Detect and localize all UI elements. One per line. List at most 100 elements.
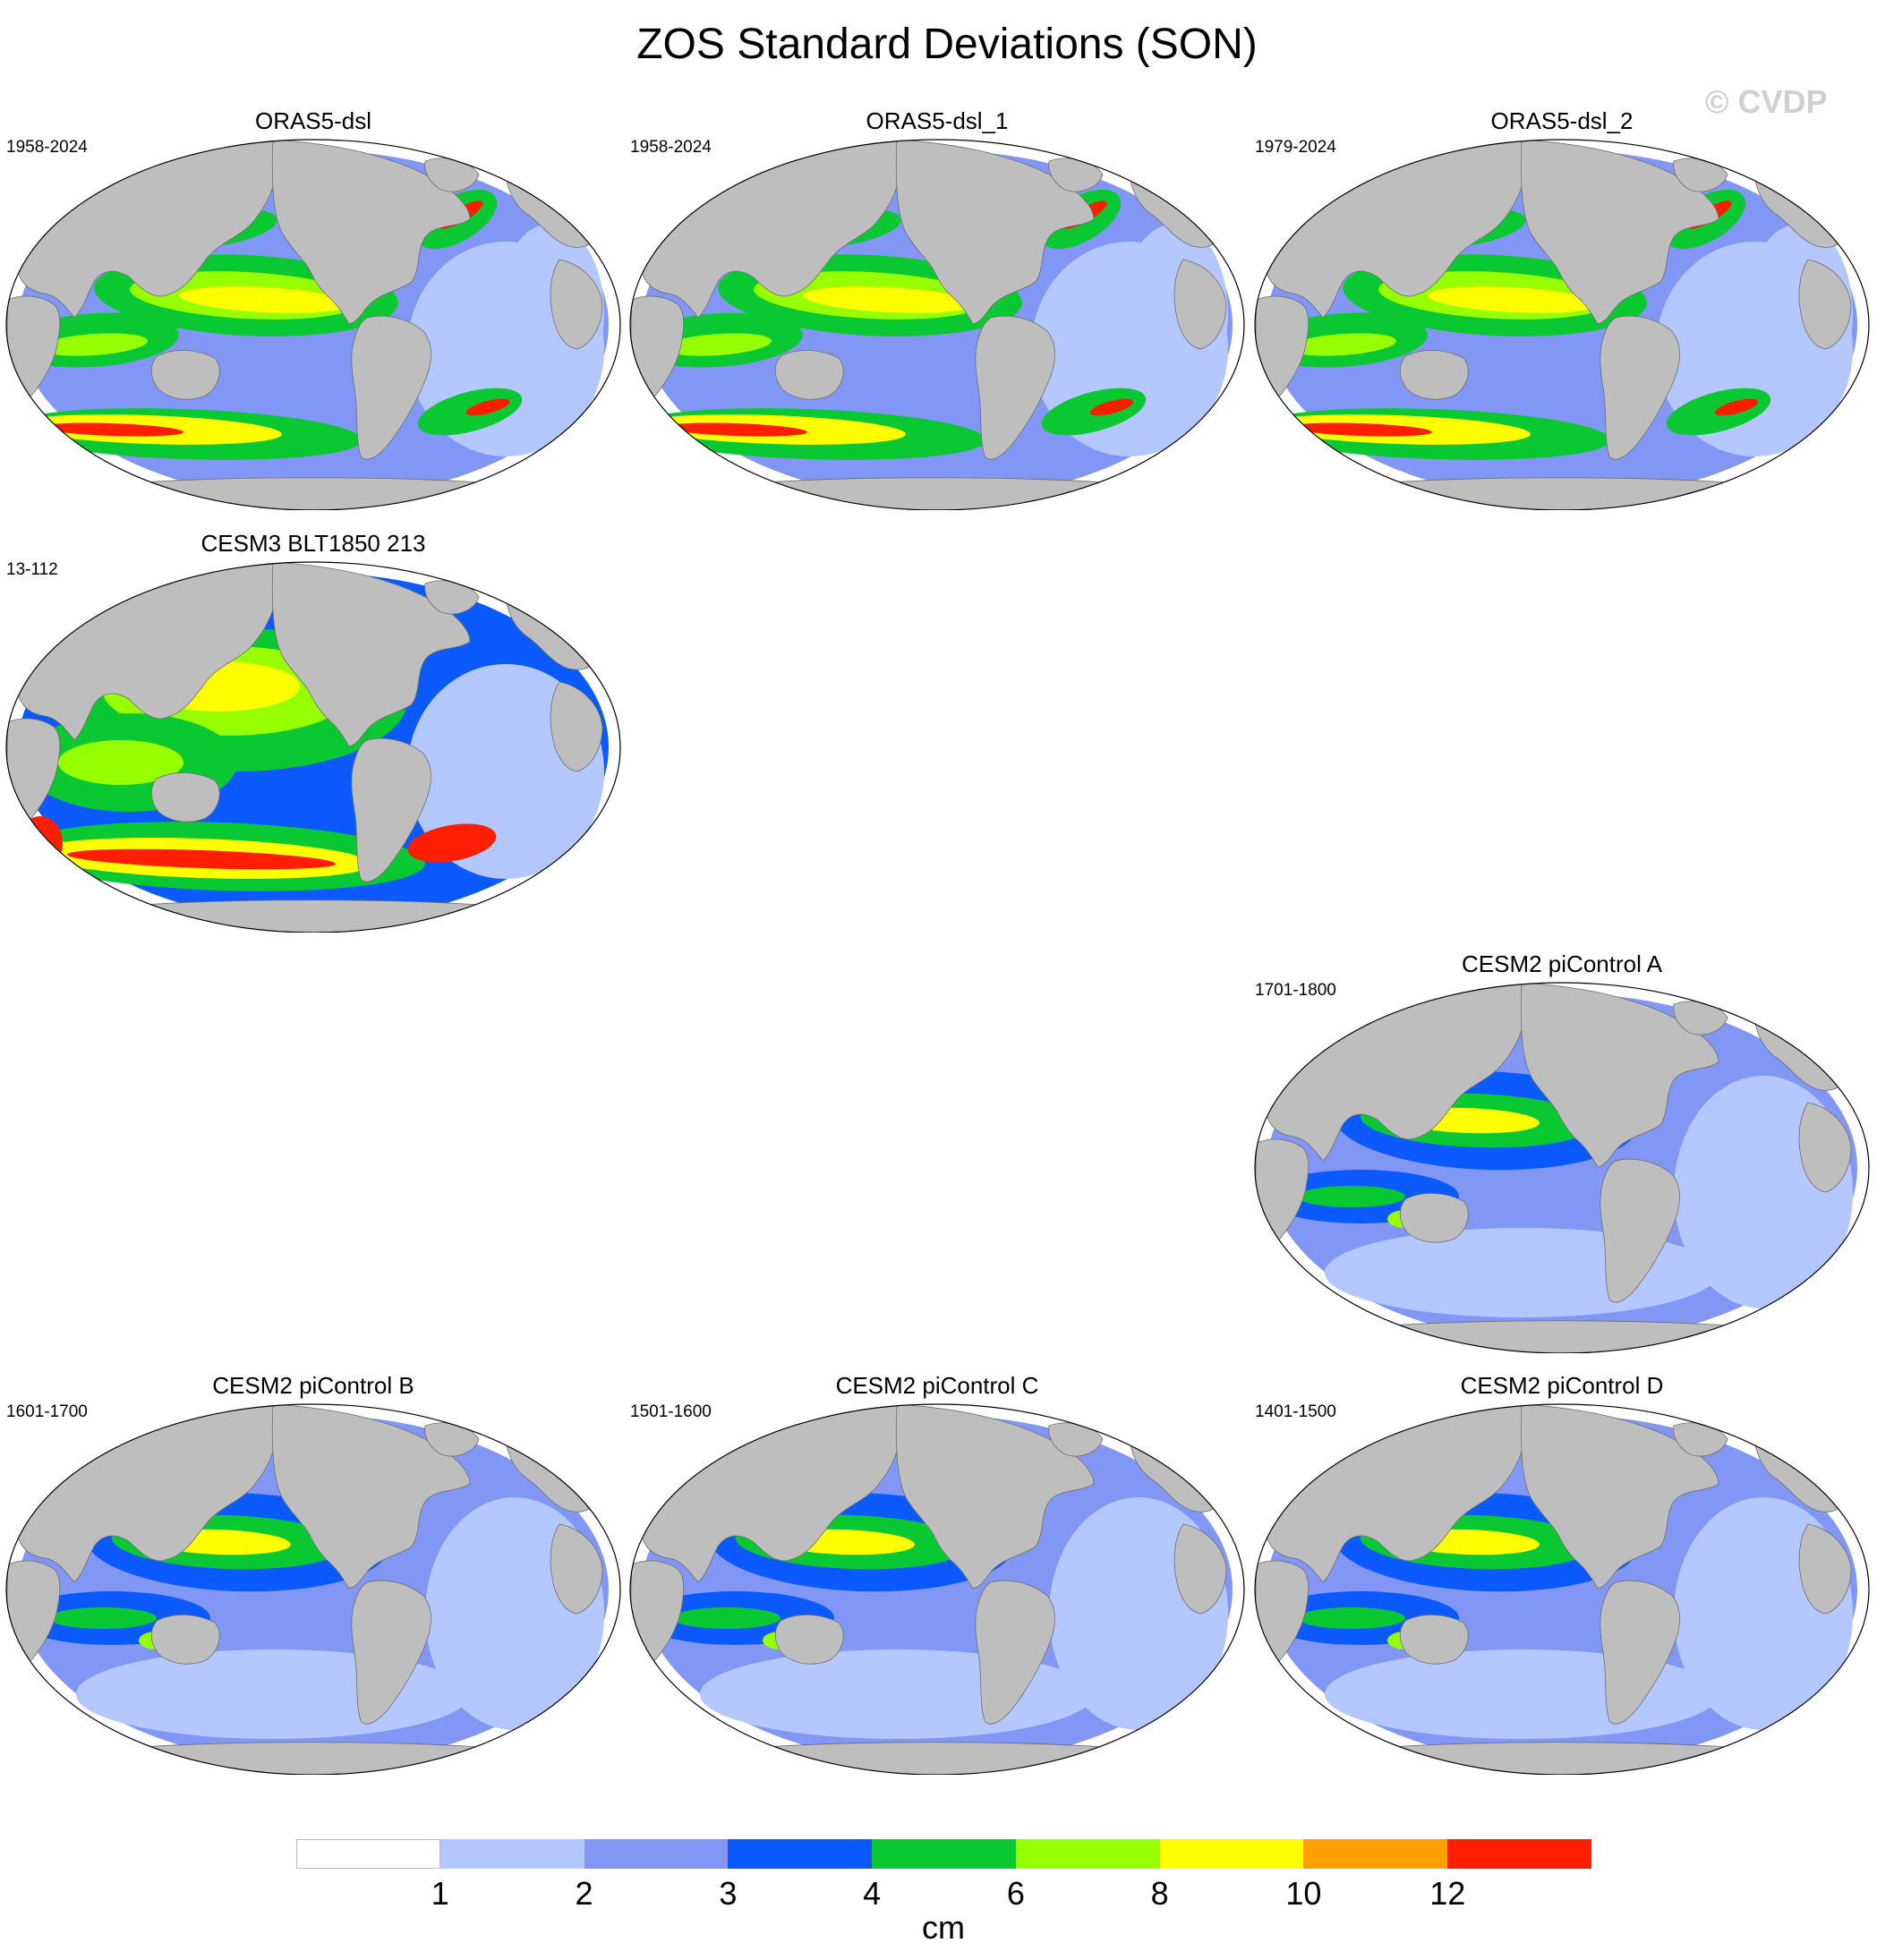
africa-east-land [550,681,603,772]
map-panel-oras5-dsl-2: ORAS5-dsl_2 1979-2024 [1253,107,1871,510]
panel-title: CESM3 BLT1850 213 [200,530,426,557]
colorbar-tick-label: 4 [863,1875,882,1912]
map-field [1255,983,1857,1353]
africa-east-land [550,1523,603,1615]
south-america-land [351,737,431,882]
map-field [1255,1404,1857,1775]
world-map [1254,1403,1870,1775]
australia-land [1399,1193,1469,1243]
map-border [629,139,1245,510]
anomaly-region [1428,286,1598,313]
south-america-land [975,1580,1055,1725]
colorbar-swatch [439,1839,585,1869]
world-map [1254,982,1870,1353]
africa-east-land [1798,259,1852,350]
map-field [630,140,1233,510]
map-panel-cesm2-picontrol-a: CESM2 piControl A 1701-1800 [1253,950,1871,1353]
world-map [629,1403,1245,1775]
anomaly-region [465,398,510,416]
map-field [1255,140,1857,510]
panel-title: CESM2 piControl A [1462,950,1662,977]
australia-land [1399,1615,1469,1665]
panel-title: CESM2 piControl C [835,1372,1039,1399]
south-america-land [1600,1580,1680,1725]
main-title: ZOS Standard Deviations (SON) [636,21,1258,68]
map-panel-cesm2-picontrol-c: CESM2 piControl C 1501-1600 [628,1372,1246,1775]
map-border [1254,1403,1870,1775]
panel-years: 13-112 [6,560,58,579]
colorbar-tick-label: 10 [1285,1875,1322,1912]
anomaly-region [673,1607,781,1629]
africa-east-land [1173,1523,1227,1615]
colorbar-tick-label: 2 [575,1875,593,1912]
anomaly-region [67,848,336,870]
map-field [630,1404,1233,1775]
colorbar-swatch [1015,1839,1161,1869]
panel-years: 1601-1700 [6,1402,88,1421]
anomaly-region [1714,398,1759,416]
anomaly-region [1289,333,1396,356]
panel-years: 1958-2024 [630,138,712,157]
panel-title: CESM2 piControl D [1460,1372,1664,1399]
map-border [1254,139,1870,510]
anomaly-region [40,422,183,437]
colorbar-swatch [1447,1839,1592,1869]
anomaly-region [1289,422,1432,437]
map-panel-oras5-dsl: ORAS5-dsl 1958-2024 [4,107,622,510]
australia-land [150,1615,220,1665]
south-america-land [351,1580,431,1725]
africa-east-land [1798,1102,1852,1193]
anomaly-region [40,333,148,356]
anomaly-region [1298,1186,1405,1207]
colorbar-tick-label: 12 [1429,1875,1466,1912]
anomaly-region [1089,398,1134,416]
map-panel-oras5-dsl-1: ORAS5-dsl_1 1958-2024 [628,107,1246,510]
south-america-land [351,315,431,460]
world-map [1254,139,1870,510]
panel-years: 1501-1600 [630,1402,712,1421]
map-border [5,1403,621,1775]
map-panel-cesm3-blt1850: CESM3 BLT1850 213 13-112 [4,530,622,933]
colorbar-swatch [872,1839,1017,1869]
anomaly-region [1298,1607,1405,1629]
panel-title: ORAS5-dsl_2 [1490,107,1634,134]
panel-years: 1401-1500 [1255,1402,1336,1421]
panel-title: CESM2 piControl B [212,1372,414,1399]
anomaly-region [664,333,772,356]
australia-land [150,772,220,822]
map-field [6,562,609,933]
colorbar-tick-label: 3 [719,1875,738,1912]
australia-land [1399,350,1469,400]
map-border [1254,982,1870,1353]
australia-land [774,350,844,400]
colorbar-tick-label: 6 [1006,1875,1025,1912]
map-border [5,139,621,510]
map-field [6,140,609,510]
africa-east-land [1798,1523,1852,1615]
panel-title: ORAS5-dsl_1 [866,107,1009,134]
anomaly-region [179,286,349,313]
map-panel-cesm2-picontrol-d: CESM2 piControl D 1401-1500 [1253,1372,1871,1775]
anomaly-region [18,816,63,870]
watermark: © CVDP [1705,83,1828,120]
world-map [629,139,1245,510]
map-border [5,561,621,933]
africa-east-land [550,259,603,350]
colorbar-swatch [584,1839,729,1869]
anomaly-region [49,1607,157,1629]
colorbar-swatch [728,1839,873,1869]
panel-title: ORAS5-dsl [254,107,372,134]
anomaly-region [407,823,497,863]
australia-land [150,350,220,400]
panel-years: 1958-2024 [6,138,88,157]
south-america-land [1600,1158,1680,1303]
colorbar-swatch [1303,1839,1448,1869]
colorbar-tick-label: 1 [431,1875,449,1912]
panel-years: 1979-2024 [1255,138,1336,157]
panel-years: 1701-1800 [1255,981,1336,1000]
map-panel-cesm2-picontrol-b: CESM2 piControl B 1601-1700 [4,1372,622,1775]
colorbar [296,1839,1592,1869]
anomaly-region [803,286,973,313]
south-america-land [975,315,1055,460]
south-america-land [1600,315,1680,460]
